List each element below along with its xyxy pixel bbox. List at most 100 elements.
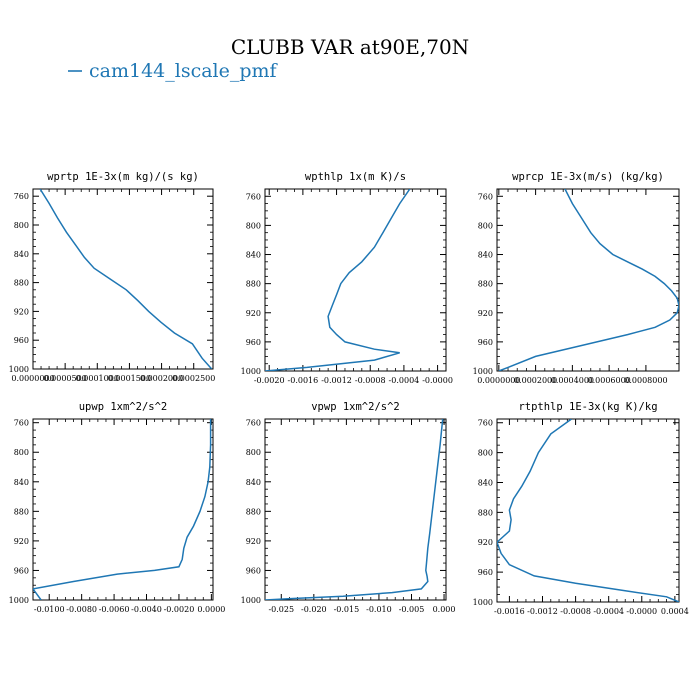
subplot-title: wprcp 1E-3x(m/s) (kg/kg) [512, 171, 664, 183]
x-tick-label: 0.0004000 [551, 376, 594, 385]
subplot-title: wprtp 1E-3x(m kg)/(s kg) [47, 171, 199, 183]
x-tick-label: -0.020 [301, 605, 327, 614]
x-tick-label: 0.0001000 [76, 374, 119, 383]
plot-frame [496, 418, 680, 603]
figure-title: CLUBB VAR at90E,70N [231, 35, 469, 59]
x-tick-label: -0.015 [334, 605, 360, 614]
y-tick-label: 920 [246, 537, 261, 546]
x-tick-label: -0.0060 [99, 605, 130, 614]
y-tick-label: 1000 [473, 598, 493, 607]
y-tick-label: 800 [478, 449, 493, 458]
y-tick-label: 960 [14, 566, 29, 575]
x-tick-label: -0.0020 [254, 376, 285, 385]
y-tick-label: 920 [246, 309, 261, 318]
y-tick-label: 1000 [9, 596, 29, 605]
series-line [265, 189, 411, 371]
y-tick-label: 760 [246, 419, 261, 428]
subplot-6: rtpthlp 1E-3x(kg K)/kg-0.0016 -0.0012 -0.0… [473, 401, 689, 616]
y-tick-label: 960 [246, 566, 261, 575]
series-line [39, 189, 213, 369]
series-line [498, 189, 679, 371]
y-tick-label: 1000 [241, 367, 261, 376]
x-tick-label: -0.0000 [422, 376, 453, 385]
y-tick-label: 760 [478, 192, 493, 201]
y-tick-label: 1000 [9, 365, 29, 374]
y-tick-label: 960 [14, 336, 29, 345]
x-tick-label: 0.0004 [661, 607, 689, 616]
x-tick-label: 0.0006000 [588, 376, 631, 385]
subplot-title: vpwp 1xm^2/s^2 [311, 401, 400, 413]
y-tick-label: 1000 [241, 596, 261, 605]
y-tick-label: 880 [478, 508, 493, 517]
x-tick-label: -0.025 [268, 605, 294, 614]
y-tick-label: 920 [14, 537, 29, 546]
x-tick-label: -0.0004 [389, 376, 420, 385]
x-tick-label: 0.0002000 [514, 376, 557, 385]
x-tick-label: -0.0000 [626, 607, 657, 616]
y-tick-label: 840 [478, 478, 493, 487]
x-tick-label: -0.0080 [66, 605, 97, 614]
plot-frame [264, 188, 447, 372]
x-tick-label: -0.0012 [321, 376, 352, 385]
y-tick-label: 760 [14, 419, 29, 428]
y-tick-label: 880 [478, 280, 493, 289]
y-tick-label: 840 [14, 250, 29, 259]
panel-grid: wprtp 1E-3x(m kg)/(s kg)0.00000000.00005… [9, 171, 689, 616]
plot-frame [32, 188, 214, 370]
x-tick-label: 0.0000 [197, 605, 225, 614]
y-tick-label: 800 [14, 221, 29, 230]
x-tick-label: -0.0004 [593, 607, 624, 616]
y-tick-label: 920 [14, 307, 29, 316]
x-tick-label: 0.0000500 [44, 374, 87, 383]
y-tick-label: 760 [14, 192, 29, 201]
y-tick-label: 880 [14, 507, 29, 516]
subplot-5: vpwp 1xm^2/s^2 -0.025 -0.020 -0.015 -0.010 -0… [241, 401, 456, 614]
series-line [33, 419, 212, 600]
y-tick-label: 800 [478, 221, 493, 230]
x-tick-label: -0.0040 [131, 605, 162, 614]
x-tick-label: 0.0002500 [172, 374, 215, 383]
subplot-3: wprcp 1E-3x(m/s) (kg/kg) 0.00000000.00020… [473, 171, 680, 385]
y-tick-label: 920 [478, 309, 493, 318]
x-tick-label: -0.0008 [355, 376, 386, 385]
y-tick-label: 840 [478, 251, 493, 260]
x-tick-label: 0.0008000 [624, 376, 667, 385]
series-line [497, 419, 679, 602]
y-tick-label: 880 [246, 507, 261, 516]
y-tick-label: 800 [246, 448, 261, 457]
subplot-title: wpthlp 1x(m K)/s [305, 171, 406, 183]
x-tick-label: -0.0012 [527, 607, 558, 616]
x-tick-label: 0.0001500 [108, 374, 151, 383]
legend-label: cam144_lscale_pmf [89, 60, 279, 82]
x-tick-label: -0.010 [366, 605, 392, 614]
series-line [265, 419, 444, 600]
y-tick-label: 800 [14, 448, 29, 457]
x-tick-label: -0.0008 [560, 607, 591, 616]
y-tick-label: 880 [246, 280, 261, 289]
x-tick-label: 0.0000000 [11, 374, 54, 383]
x-tick-label: -0.0100 [34, 605, 65, 614]
x-tick-label: -0.0016 [288, 376, 319, 385]
x-tick-label: -0.0016 [494, 607, 525, 616]
y-tick-label: 760 [478, 419, 493, 428]
subplot-4: upwp 1xm^2/s^2-0.0100 -0.0080 -0.0060 -0.00… [9, 401, 226, 614]
y-tick-label: 840 [246, 251, 261, 260]
y-tick-label: 960 [478, 338, 493, 347]
y-tick-label: 840 [14, 478, 29, 487]
x-tick-label: -0.005 [399, 605, 425, 614]
x-tick-label: -0.0020 [164, 605, 195, 614]
x-tick-label: 0.000 [433, 605, 456, 614]
y-tick-label: 960 [246, 338, 261, 347]
y-tick-label: 800 [246, 221, 261, 230]
y-tick-label: 760 [246, 192, 261, 201]
plot-frame [32, 418, 214, 601]
subplot-title: rtpthlp 1E-3x(kg K)/kg [518, 401, 657, 413]
y-tick-label: 1000 [473, 367, 493, 376]
y-tick-label: 960 [478, 568, 493, 577]
x-tick-label: 0.0000000 [477, 376, 520, 385]
subplot-2: wpthlp 1x(m K)/s-0.0020 -0.0016 -0.0012 -0.… [241, 171, 453, 385]
y-tick-label: 920 [478, 538, 493, 547]
plot-frame [496, 188, 680, 372]
y-tick-label: 840 [246, 478, 261, 487]
